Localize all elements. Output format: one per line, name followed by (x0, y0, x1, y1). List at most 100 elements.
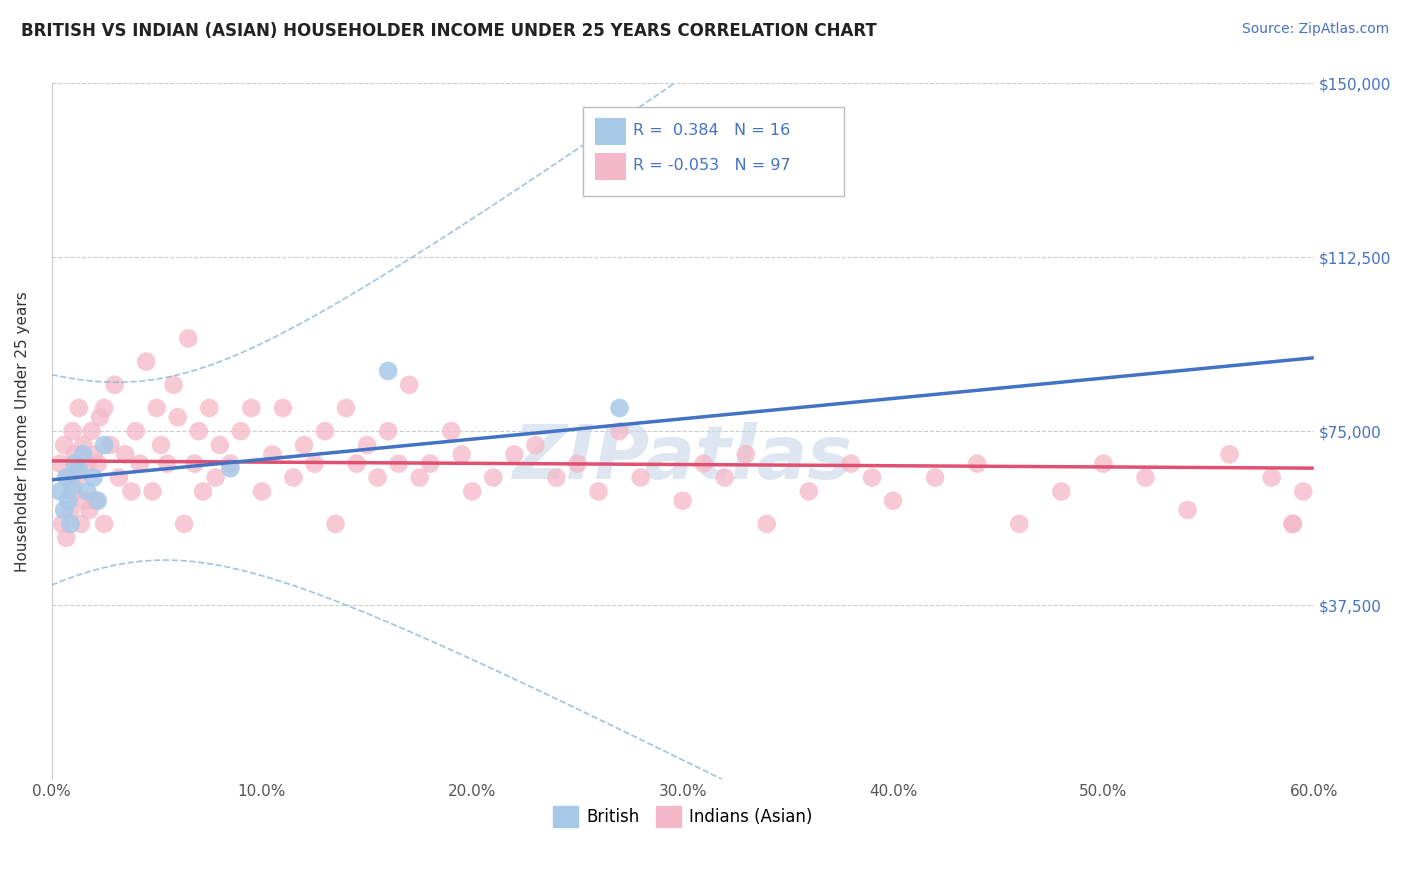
Point (128, 457, 150, 471)
Point (356, 438, 378, 452)
Point (53, 438, 76, 452)
Point (104, 377, 127, 392)
Point (461, 484, 484, 499)
Point (198, 401, 221, 415)
Point (166, 410, 188, 425)
Point (377, 364, 399, 378)
Point (882, 493, 904, 508)
Point (67, 461, 90, 475)
Point (53, 503, 76, 517)
Point (966, 457, 988, 471)
Point (93, 401, 115, 415)
Point (292, 438, 315, 452)
Point (83, 470, 105, 484)
Point (58, 470, 80, 484)
Point (219, 461, 242, 475)
Point (630, 470, 652, 484)
Point (692, 457, 714, 471)
Point (250, 484, 273, 499)
Point (72, 438, 94, 452)
Legend: British, Indians (Asian): British, Indians (Asian) (546, 799, 820, 833)
Point (314, 424, 336, 438)
Text: ZIPatlas: ZIPatlas (513, 423, 852, 495)
Point (567, 457, 589, 471)
Point (183, 457, 205, 471)
Point (797, 484, 820, 499)
Point (440, 424, 463, 438)
Text: Source: ZipAtlas.com: Source: ZipAtlas.com (1241, 22, 1389, 37)
Point (75, 493, 97, 508)
Point (177, 331, 200, 345)
Text: R =  0.384   N = 16: R = 0.384 N = 16 (633, 123, 790, 137)
Point (66, 470, 89, 484)
Point (63, 457, 86, 471)
Point (108, 470, 131, 484)
Point (62, 480, 84, 494)
Text: BRITISH VS INDIAN (ASIAN) HOUSEHOLDER INCOME UNDER 25 YEARS CORRELATION CHART: BRITISH VS INDIAN (ASIAN) HOUSEHOLDER IN… (21, 22, 877, 40)
Point (93, 516, 115, 531)
Point (408, 470, 430, 484)
Point (162, 377, 184, 392)
Point (79, 503, 101, 517)
Point (734, 447, 756, 461)
Point (67, 401, 90, 415)
Point (187, 424, 209, 438)
Point (609, 401, 631, 415)
Point (70, 516, 93, 531)
Point (59, 516, 82, 531)
Point (62, 484, 84, 499)
Point (87, 457, 110, 471)
Point (924, 470, 946, 484)
Point (1219, 447, 1241, 461)
Point (63, 447, 86, 461)
Point (100, 438, 122, 452)
Point (76, 457, 98, 471)
Point (59, 503, 82, 517)
Point (839, 457, 862, 471)
Point (149, 438, 172, 452)
Point (76, 484, 98, 499)
Point (450, 447, 472, 461)
Point (219, 457, 242, 471)
Point (325, 516, 347, 531)
Point (62, 424, 84, 438)
Point (51, 516, 73, 531)
Y-axis label: Householder Income Under 25 years: Householder Income Under 25 years (15, 291, 30, 572)
Point (1260, 470, 1282, 484)
Point (1281, 516, 1303, 531)
Point (87, 493, 110, 508)
Point (83, 447, 105, 461)
Point (55, 531, 77, 545)
Text: R = -0.053   N = 97: R = -0.053 N = 97 (633, 159, 790, 173)
Point (135, 354, 157, 368)
Point (524, 438, 547, 452)
Point (89, 410, 111, 425)
Point (141, 484, 163, 499)
Point (1135, 470, 1157, 484)
Point (93, 438, 115, 452)
Point (208, 438, 231, 452)
Point (304, 457, 326, 471)
Point (240, 401, 263, 415)
Point (283, 470, 305, 484)
Point (377, 424, 399, 438)
Point (49, 457, 72, 471)
Point (609, 424, 631, 438)
Point (271, 401, 294, 415)
Point (55, 470, 77, 484)
Point (546, 470, 568, 484)
Point (588, 484, 610, 499)
Point (145, 401, 167, 415)
Point (49, 484, 72, 499)
Point (204, 470, 226, 484)
Point (80, 424, 103, 438)
Point (124, 424, 146, 438)
Point (191, 484, 214, 499)
Point (121, 484, 143, 499)
Point (262, 447, 284, 461)
Point (755, 516, 778, 531)
Point (84, 493, 107, 508)
Point (713, 470, 735, 484)
Point (1008, 516, 1031, 531)
Point (335, 401, 357, 415)
